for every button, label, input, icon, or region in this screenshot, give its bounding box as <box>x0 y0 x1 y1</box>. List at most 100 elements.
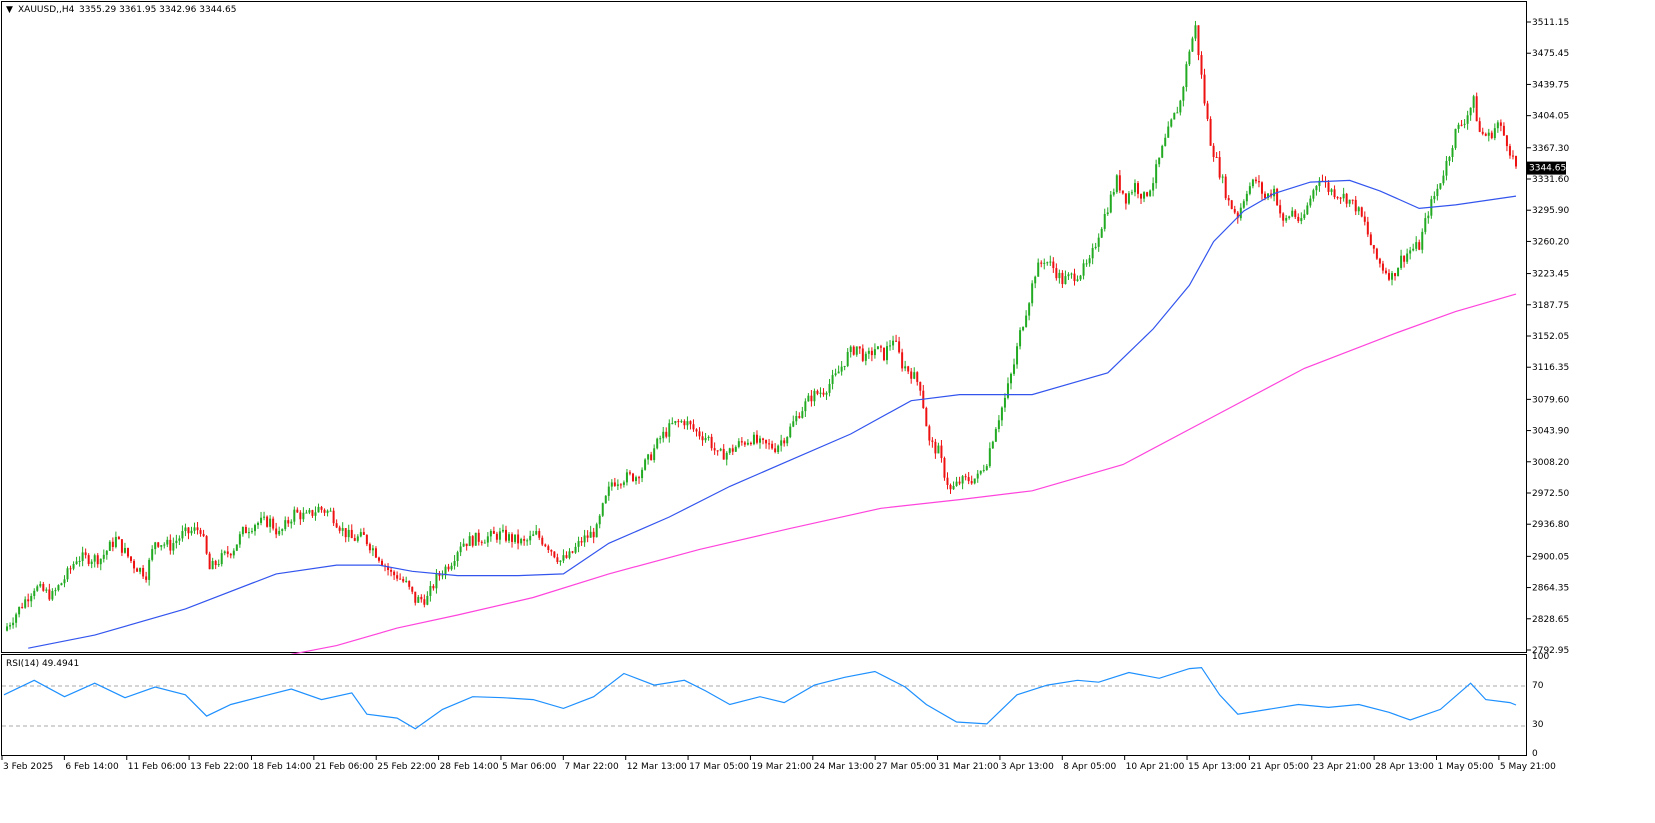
candle-body <box>541 537 544 545</box>
candle-body <box>432 585 435 589</box>
candle-body <box>904 366 907 369</box>
candle-body <box>1424 218 1427 232</box>
time-tick-label: 18 Feb 14:00 <box>252 762 311 772</box>
candle-body <box>607 486 610 496</box>
candle-body <box>1248 186 1251 194</box>
candle-body <box>202 533 205 537</box>
candle-body <box>1109 194 1112 213</box>
candle-body <box>713 448 716 451</box>
candle-body <box>520 538 523 544</box>
candle-body <box>30 596 33 602</box>
candle-body <box>501 529 504 532</box>
candle-body <box>1375 248 1378 259</box>
candle-body <box>1469 107 1472 116</box>
candle-body <box>250 531 253 533</box>
candle-body <box>6 626 9 631</box>
candle-body <box>882 347 885 361</box>
candle-body <box>160 545 163 547</box>
candle-body <box>671 423 674 425</box>
candle-body <box>925 407 928 427</box>
candle-body <box>580 541 583 543</box>
candle-body <box>749 442 752 445</box>
candle-body <box>335 523 338 528</box>
candle-body <box>592 531 595 538</box>
candle-body <box>302 512 305 520</box>
price-tick-label: 3439.75 <box>1532 80 1569 90</box>
candle-body <box>1115 175 1118 193</box>
time-tick-label: 31 Mar 21:00 <box>939 762 999 772</box>
price-tick-label: 3223.45 <box>1532 270 1569 280</box>
candle-body <box>142 567 145 577</box>
candle-body <box>323 509 326 513</box>
candle-body <box>1397 267 1400 277</box>
candle-body <box>263 516 266 518</box>
candle-body <box>686 421 689 426</box>
candle-body <box>1025 315 1028 327</box>
candle-body <box>1236 212 1239 219</box>
candle-body <box>952 485 955 490</box>
candle-body <box>1251 179 1254 187</box>
candle-body <box>1403 255 1406 262</box>
candle-body <box>423 599 426 605</box>
candle-body <box>1481 131 1484 134</box>
candle-body <box>247 532 250 534</box>
candle-body <box>232 550 235 556</box>
price-tick-label: 3295.90 <box>1532 206 1569 216</box>
candle-body <box>1342 193 1345 199</box>
candle-body <box>99 558 102 565</box>
candle-body <box>511 534 514 542</box>
candle-body <box>471 536 474 546</box>
candle-body <box>1351 199 1354 201</box>
candle-body <box>798 416 801 418</box>
candle-body <box>238 534 241 545</box>
candle-body <box>1511 155 1514 157</box>
candle-body <box>435 573 438 589</box>
candle-body <box>644 459 647 470</box>
price-tick-label: 2900.05 <box>1532 552 1569 562</box>
candle-body <box>653 448 656 461</box>
candle-body <box>45 589 48 591</box>
time-tick-label: 1 May 05:00 <box>1438 762 1494 772</box>
candle-body <box>1490 132 1493 139</box>
candle-body <box>39 583 42 587</box>
candle-body <box>1140 193 1143 199</box>
candle-body <box>988 448 991 467</box>
candle-body <box>1493 128 1496 139</box>
candle-body <box>759 438 761 443</box>
price-tick-label: 3367.30 <box>1532 144 1569 154</box>
candle-body <box>381 560 383 566</box>
candle-body <box>613 482 616 486</box>
candle-body <box>57 585 60 591</box>
time-tick-label: 11 Feb 06:00 <box>128 762 187 772</box>
candle-body <box>1179 100 1182 113</box>
candle-body <box>1224 176 1227 199</box>
candle-body <box>1327 182 1330 192</box>
moving-averages-layer <box>28 179 1517 655</box>
candle-body <box>804 401 807 412</box>
candle-body <box>450 565 453 570</box>
candle-body <box>1297 216 1300 222</box>
candle-body <box>864 353 867 361</box>
symbol-arrow-icon[interactable]: ▼ <box>6 5 13 15</box>
candle-body <box>1448 157 1451 161</box>
candle-body <box>1000 407 1003 421</box>
candle-body <box>1487 132 1490 136</box>
candle-body <box>743 442 746 445</box>
candle-body <box>994 429 997 442</box>
candle-body <box>816 390 819 394</box>
candle-body <box>1019 330 1022 347</box>
time-tick-label: 17 Mar 05:00 <box>689 762 749 772</box>
price-axis: 3511.15 3475.45 3439.75 3404.05 3367.30 3331.… <box>1527 18 1569 656</box>
rsi-tick-label: 0 <box>1532 749 1538 759</box>
candle-body <box>420 596 423 600</box>
candle-body <box>393 571 396 576</box>
candle-body <box>1369 234 1372 246</box>
candle-body <box>559 560 562 563</box>
time-axis: 3 Feb 2025 6 Feb 14:00 11 Feb 06:00 13 Feb … <box>1 756 1556 772</box>
rsi-label: RSI(14) 49.4941 <box>6 659 79 669</box>
candle-body <box>762 438 765 440</box>
candle-body <box>913 372 916 379</box>
candle-body <box>1415 242 1418 249</box>
candle-body <box>867 350 870 354</box>
time-tick-label: 3 Apr 13:00 <box>1001 762 1054 772</box>
